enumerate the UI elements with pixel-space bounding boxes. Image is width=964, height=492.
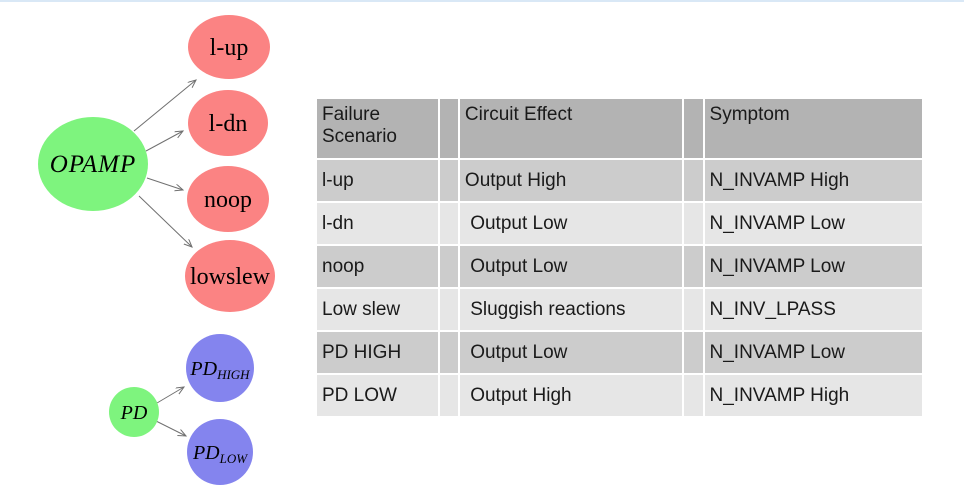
spacer-cell [437,287,460,332]
cell-symptom: N_INVAMP High [702,158,925,203]
spacer-cell [682,287,705,332]
header-spacer-cell [682,97,705,160]
cell-effect: Output Low [457,330,685,375]
col-header-failure-scenario: Failure Scenario [315,97,440,160]
spacer-cell [437,244,460,289]
node-pd-label: PD [120,402,148,424]
node-l-dn [188,90,268,156]
cell-scenario: Low slew [315,287,440,332]
spacer-cell [682,201,705,246]
arrow-opamp-to-lowslew [138,195,192,247]
spacer-cell [437,330,460,375]
spacer-cell [682,373,705,418]
slide-top-border [0,0,964,2]
fault-tree-diagram: OPAMP l-up l-dn noop lowslew PD PDHIGH P… [38,15,275,485]
failure-scenario-table: Failure Scenario Circuit Effect Symptom … [315,97,925,418]
cell-effect: Output High [457,373,685,418]
node-pd-high-label: PDHIGH [189,358,250,382]
cell-symptom: N_INV_LPASS [702,287,925,332]
cell-symptom: N_INVAMP Low [702,330,925,375]
cell-effect: Sluggish reactions [457,287,685,332]
arrow-opamp-to-ldn [145,131,183,152]
cell-symptom: N_INVAMP Low [702,201,925,246]
arrow-opamp-to-noop [146,177,183,190]
cell-symptom: N_INVAMP High [702,373,925,418]
table-row: noop Output Low N_INVAMP Low [315,244,925,289]
table-row: PD HIGH Output Low N_INVAMP Low [315,330,925,375]
cell-scenario: noop [315,244,440,289]
failure-table-container: Failure Scenario Circuit Effect Symptom … [315,97,925,418]
col-header-circuit-effect: Circuit Effect [457,97,685,160]
cell-scenario: l-dn [315,201,440,246]
node-pd-low-subscript: LOW [219,451,249,466]
node-l-up [188,15,270,79]
spacer-cell [682,158,705,203]
node-pd-high [186,334,254,402]
spacer-cell [437,373,460,418]
node-l-up-label: l-up [210,35,249,61]
cell-symptom: N_INVAMP Low [702,244,925,289]
spacer-cell [682,330,705,375]
arrow-pd-to-pdlow [155,420,186,436]
node-lowslew [185,240,275,312]
node-lowslew-label: lowslew [190,264,271,290]
spacer-cell [682,244,705,289]
cell-effect: Output High [457,158,685,203]
arrow-pd-to-pdhigh [156,387,184,404]
cell-scenario: PD LOW [315,373,440,418]
arrow-opamp-to-lup [133,80,196,132]
node-pd-low [187,419,253,485]
cell-effect: Output Low [457,244,685,289]
node-opamp [38,117,148,211]
table-row: Low slew Sluggish reactions N_INV_LPASS [315,287,925,332]
cell-scenario: PD HIGH [315,330,440,375]
node-opamp-label: OPAMP [50,151,136,178]
node-pd-high-base: PD [189,358,217,380]
spacer-cell [437,158,460,203]
node-pd-low-base: PD [192,442,220,464]
header-spacer-cell [437,97,460,160]
cell-effect: Output Low [457,201,685,246]
spacer-cell [437,201,460,246]
node-noop [187,166,269,232]
cell-scenario: l-up [315,158,440,203]
node-pd [109,387,159,437]
node-pd-low-label: PDLOW [192,442,248,466]
table-row: l-up Output High N_INVAMP High [315,158,925,203]
node-l-dn-label: l-dn [209,111,248,137]
node-pd-high-subscript: HIGH [216,367,250,382]
node-noop-label: noop [204,187,252,213]
table-row: PD LOW Output High N_INVAMP High [315,373,925,418]
col-header-symptom: Symptom [702,97,925,160]
table-row: l-dn Output Low N_INVAMP Low [315,201,925,246]
table-header-row: Failure Scenario Circuit Effect Symptom [315,97,925,160]
